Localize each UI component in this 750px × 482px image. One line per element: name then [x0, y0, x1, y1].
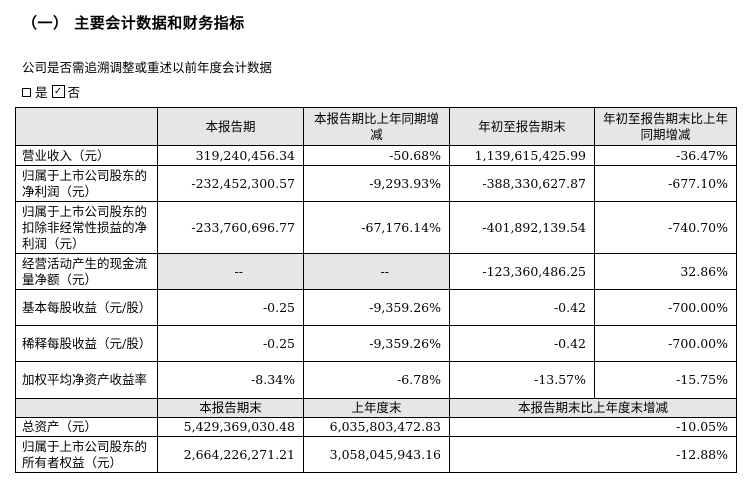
- value-cell: -0.25: [157, 325, 304, 362]
- checked-box-icon: ✓: [51, 85, 65, 98]
- value-cell: -123,360,486.25: [449, 253, 595, 290]
- value-cell: -700.00%: [594, 325, 737, 362]
- value-cell: -13.57%: [449, 361, 595, 399]
- row-label: 总资产（元）: [15, 417, 158, 437]
- value-cell: -36.47%: [594, 145, 737, 166]
- yes-label: 是: [35, 85, 48, 100]
- table-header-row: 本报告期 本报告期比上年同期增减 年初至报告期末 年初至报告期末比上年同期增减: [15, 107, 737, 146]
- table-row: 经营活动产生的现金流量净额（元） -- -- -123,360,486.25 3…: [15, 253, 737, 290]
- header-cell: 本报告期比上年同期增减: [303, 107, 450, 146]
- value-cell: -388,330,627.87: [449, 165, 595, 202]
- value-cell: -9,359.26%: [303, 289, 450, 326]
- financial-indicators-table: 本报告期 本报告期比上年同期增减 年初至报告期末 年初至报告期末比上年同期增减 …: [15, 107, 737, 473]
- value-cell: -67,176.14%: [303, 201, 450, 254]
- value-cell: -233,760,696.77: [157, 201, 304, 254]
- value-cell: 32.86%: [594, 253, 737, 290]
- table-subheader-row: 本报告期末 上年度末 本报告期末比上年度末增减: [15, 398, 737, 418]
- restatement-question: 公司是否需追溯调整或重述以前年度会计数据: [22, 60, 273, 75]
- value-cell: -740.70%: [594, 201, 737, 254]
- value-cell: -401,892,139.54: [449, 201, 595, 254]
- no-label: 否: [67, 85, 81, 100]
- value-cell: -12.88%: [449, 436, 737, 473]
- table-row: 总资产（元） 5,429,369,030.48 6,035,803,472.83…: [15, 417, 737, 437]
- table-row: 营业收入（元） 319,240,456.34 -50.68% 1,139,615…: [15, 145, 737, 166]
- value-cell: -8.34%: [157, 361, 304, 399]
- value-cell: 3,058,045,943.16: [303, 436, 450, 473]
- row-label: 经营活动产生的现金流量净额（元）: [15, 253, 158, 290]
- row-label: 归属于上市公司股东的净利润（元）: [15, 165, 158, 202]
- value-cell: -0.42: [449, 289, 595, 326]
- value-cell: -700.00%: [594, 289, 737, 326]
- row-label: 归属于上市公司股东的所有者权益（元）: [15, 436, 158, 473]
- value-cell: -10.05%: [449, 417, 737, 437]
- value-cell: -15.75%: [594, 361, 737, 399]
- row-label: 稀释每股收益（元/股）: [15, 325, 158, 362]
- unchecked-box-icon: [22, 88, 31, 97]
- row-label: 基本每股收益（元/股）: [15, 289, 158, 326]
- value-cell: -0.25: [157, 289, 304, 326]
- value-cell: -9,359.26%: [303, 325, 450, 362]
- header-cell: [15, 398, 158, 418]
- row-label: 营业收入（元）: [15, 145, 158, 166]
- header-cell: 年初至报告期末: [449, 107, 595, 146]
- section-heading: （一） 主要会计数据和财务指标: [22, 14, 245, 32]
- table-row: 归属于上市公司股东的扣除非经常性损益的净利润（元） -233,760,696.7…: [15, 201, 737, 254]
- value-cell: 6,035,803,472.83: [303, 417, 450, 437]
- value-cell: -0.42: [449, 325, 595, 362]
- value-cell: 1,139,615,425.99: [449, 145, 595, 166]
- table-row: 基本每股收益（元/股） -0.25 -9,359.26% -0.42 -700.…: [15, 289, 737, 326]
- row-label: 加权平均净资产收益率: [15, 361, 158, 399]
- table-row: 加权平均净资产收益率 -8.34% -6.78% -13.57% -15.75%: [15, 361, 737, 399]
- header-cell: 本报告期: [157, 107, 304, 146]
- value-cell: -50.68%: [303, 145, 450, 166]
- value-cell: --: [303, 253, 450, 290]
- value-cell: 2,664,226,271.21: [157, 436, 304, 473]
- value-cell: -6.78%: [303, 361, 450, 399]
- value-cell: 319,240,456.34: [157, 145, 304, 166]
- value-cell: -9,293.93%: [303, 165, 450, 202]
- table-row: 归属于上市公司股东的所有者权益（元） 2,664,226,271.21 3,05…: [15, 436, 737, 473]
- value-cell: -677.10%: [594, 165, 737, 202]
- restatement-answer: 是 ✓ 否: [22, 82, 80, 101]
- table-row: 稀释每股收益（元/股） -0.25 -9,359.26% -0.42 -700.…: [15, 325, 737, 362]
- table-row: 归属于上市公司股东的净利润（元） -232,452,300.57 -9,293.…: [15, 165, 737, 202]
- value-cell: 5,429,369,030.48: [157, 417, 304, 437]
- header-cell: 本报告期末: [157, 398, 304, 418]
- header-cell: 本报告期末比上年度末增减: [449, 398, 737, 418]
- row-label: 归属于上市公司股东的扣除非经常性损益的净利润（元）: [15, 201, 158, 254]
- header-cell: 年初至报告期末比上年同期增减: [594, 107, 737, 146]
- header-cell: [15, 107, 158, 146]
- header-cell: 上年度末: [303, 398, 450, 418]
- value-cell: -232,452,300.57: [157, 165, 304, 202]
- value-cell: --: [157, 253, 304, 290]
